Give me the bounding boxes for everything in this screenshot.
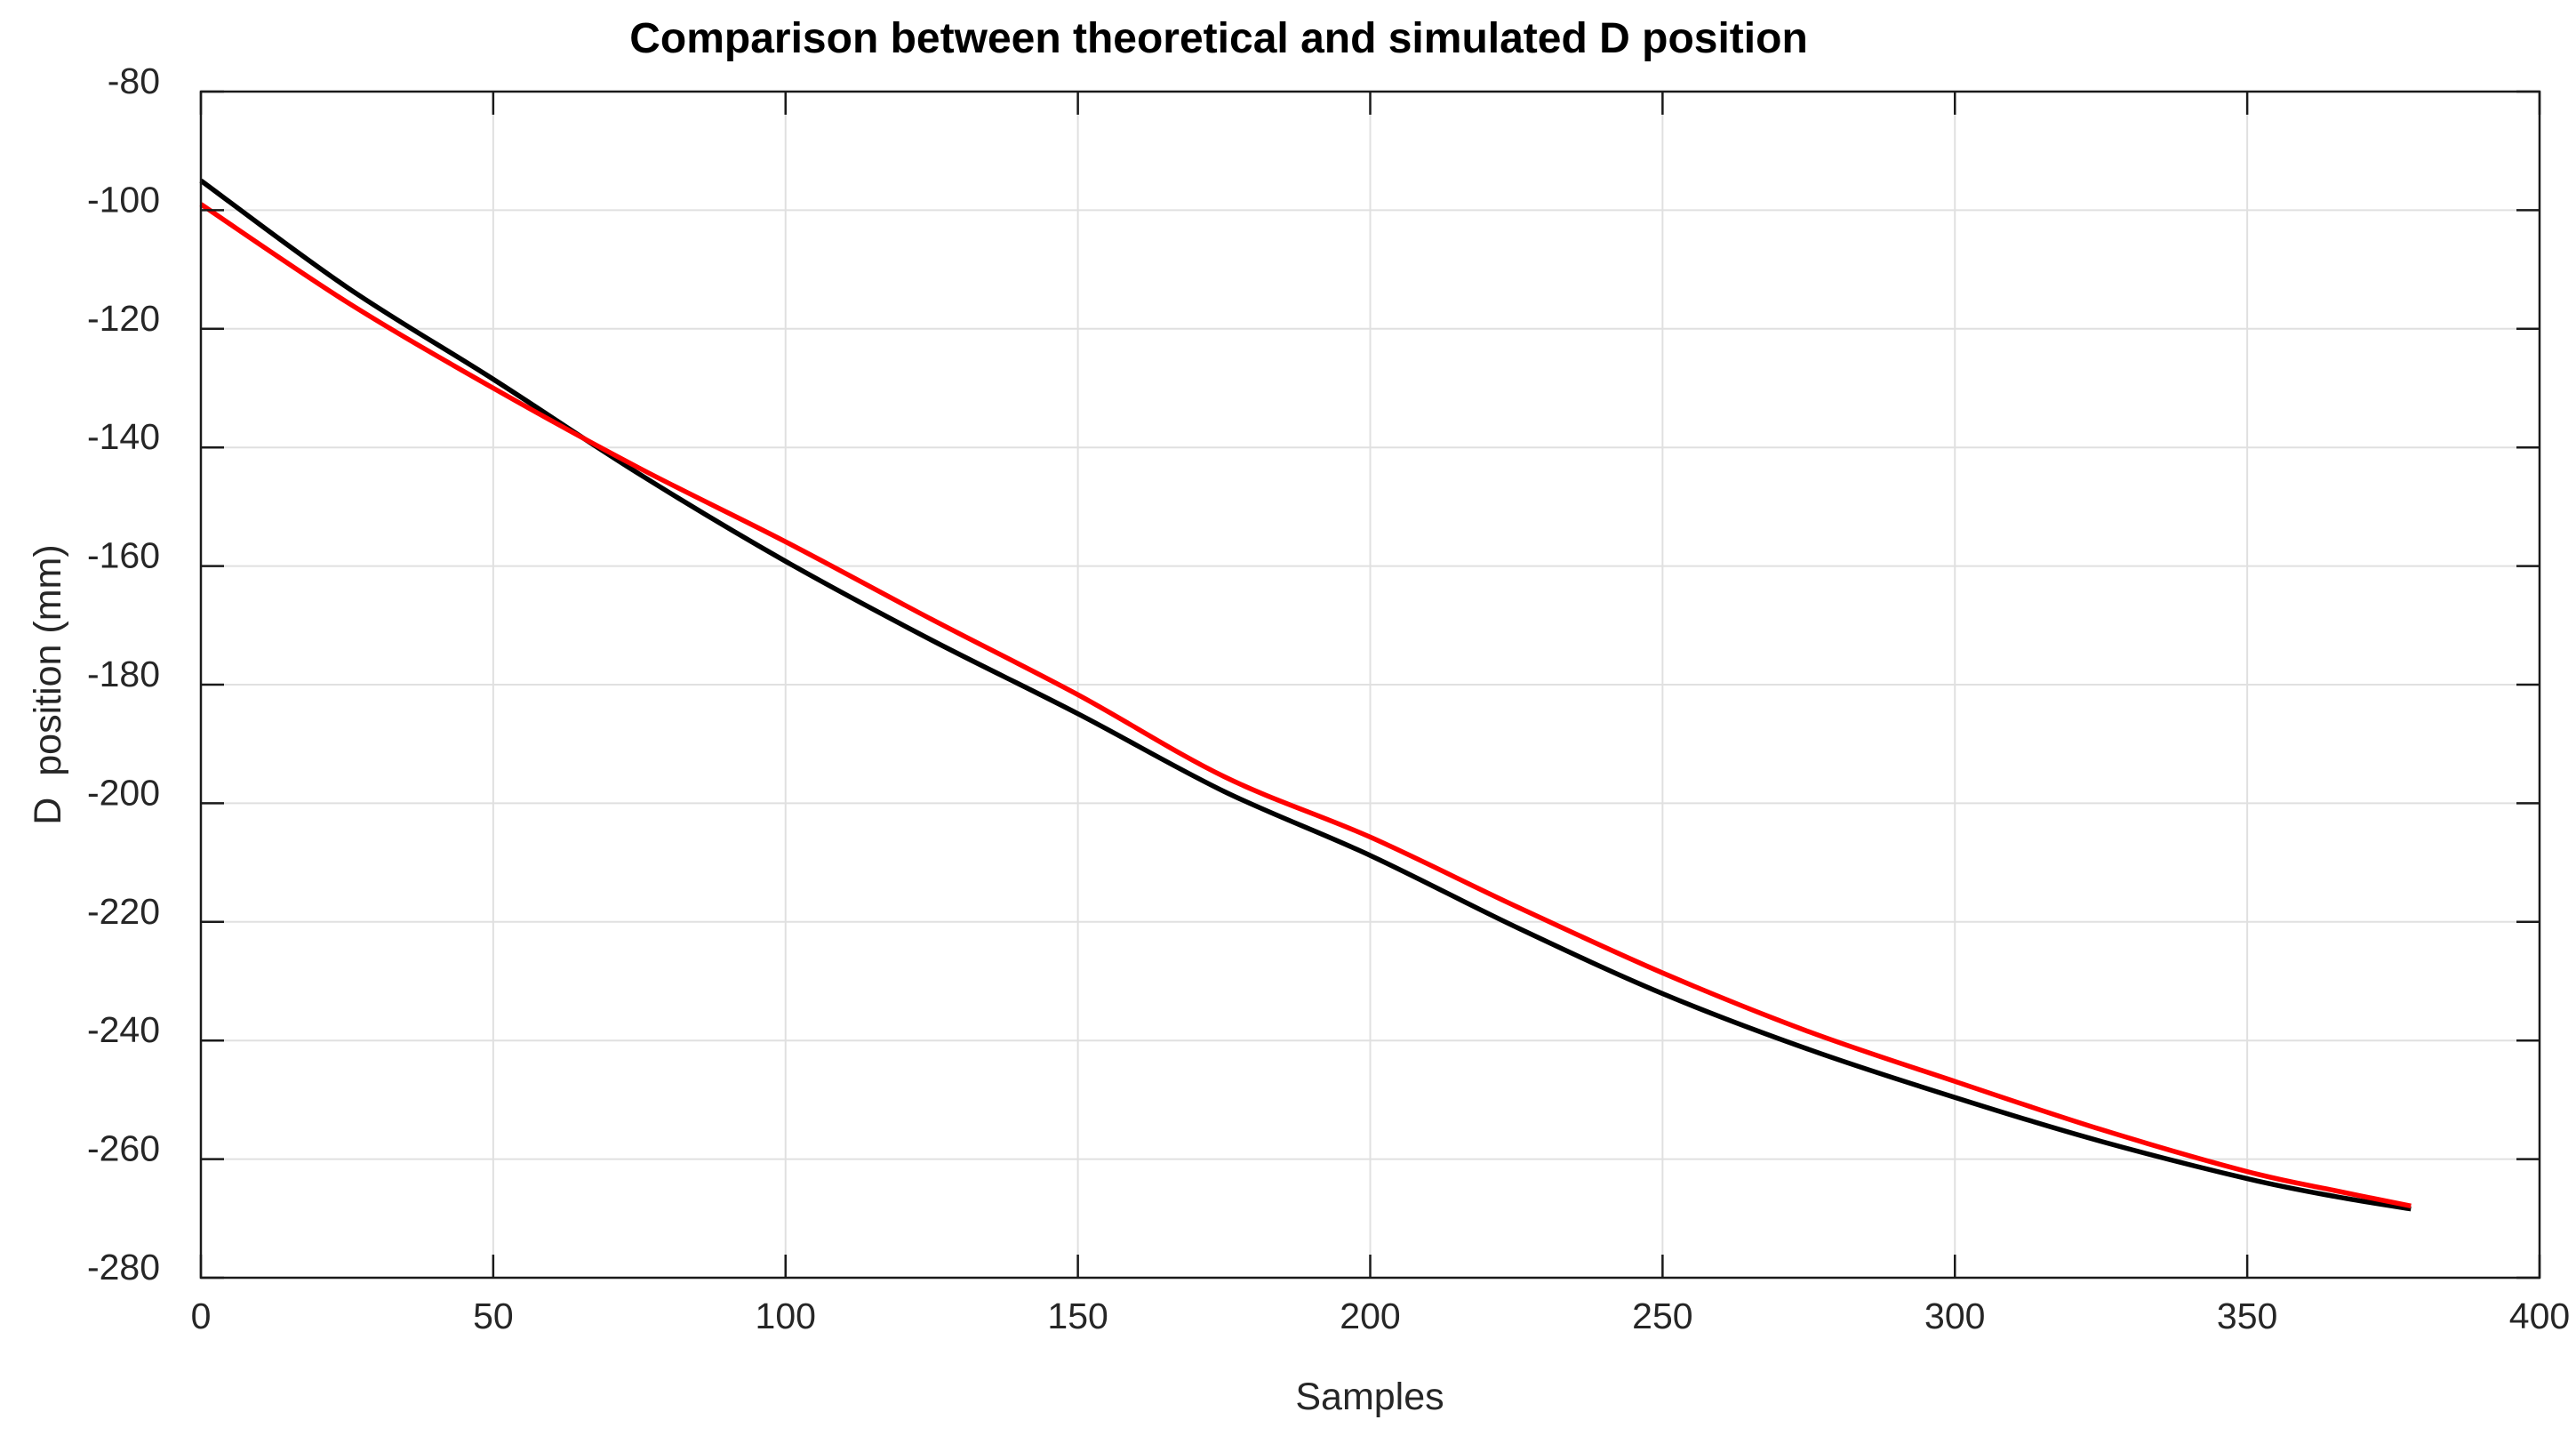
- series-line-theoretical: [199, 178, 2412, 1212]
- x-tick-label: 350: [2217, 1296, 2277, 1336]
- y-tick-label: -180: [87, 654, 160, 694]
- x-tick-label: 300: [1924, 1296, 1985, 1336]
- y-tick-label: -80: [108, 60, 160, 101]
- x-tick-label: 150: [1047, 1296, 1108, 1336]
- y-tick-label: -280: [87, 1247, 160, 1288]
- y-tick-label: -100: [87, 179, 160, 220]
- x-tick-label: 200: [1340, 1296, 1400, 1336]
- y-tick-label: -160: [87, 535, 160, 576]
- x-tick-label: 400: [2509, 1296, 2570, 1336]
- x-tick-label: 50: [473, 1296, 514, 1336]
- chart-title: Comparison between theoretical and simul…: [629, 15, 1808, 62]
- y-tick-label: -200: [87, 772, 160, 813]
- x-tick-label: 250: [1632, 1296, 1692, 1336]
- x-tick-label: 0: [191, 1296, 212, 1336]
- x-tick-label: 100: [756, 1296, 816, 1336]
- y-tick-label: -120: [87, 298, 160, 339]
- y-tick-label: -240: [87, 1009, 160, 1050]
- series-line-simulated: [199, 202, 2412, 1208]
- y-tick-label: -260: [87, 1128, 160, 1169]
- y-tick-label: -220: [87, 891, 160, 932]
- y-axis-label: D position (mm): [27, 544, 69, 825]
- y-tick-label: -140: [87, 416, 160, 457]
- x-axis-label: Samples: [1295, 1376, 1444, 1418]
